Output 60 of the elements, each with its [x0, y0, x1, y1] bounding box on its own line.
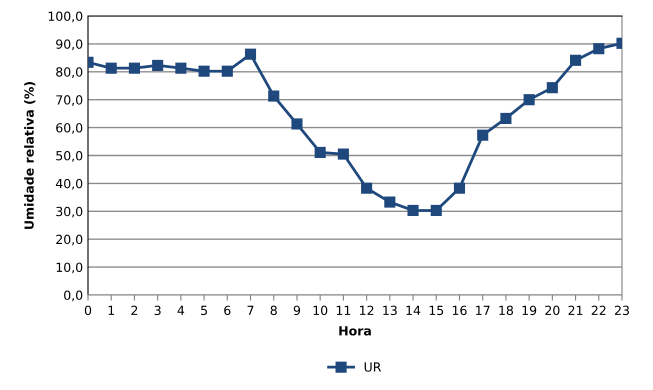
y-tick-label: 60,0: [56, 123, 82, 134]
point: [384, 196, 396, 208]
point: [407, 204, 419, 216]
x-tick-label: 5: [201, 306, 207, 316]
x-axis-title: Hora: [339, 326, 371, 336]
y-tick-label: 70,0: [56, 95, 82, 106]
x-tick-label: 19: [522, 306, 536, 316]
y-tick-label: 90,0: [56, 39, 82, 50]
y-tick-label: 10,0: [56, 262, 82, 274]
x-tick-label: 21: [568, 306, 582, 315]
point: [338, 148, 349, 160]
point: [291, 118, 303, 130]
y-tick-label: 30,0: [56, 206, 82, 218]
point: [477, 130, 488, 141]
x-tick-label: 14: [406, 306, 420, 315]
x-tick-label: 22: [592, 306, 606, 315]
x-tick-label: 12: [360, 306, 374, 315]
x-tick-label: 0: [84, 306, 92, 316]
x-tick-label: 16: [452, 306, 467, 316]
point: [106, 62, 117, 74]
y-tick-label: 80,0: [56, 67, 82, 78]
point: [570, 54, 582, 66]
legend-label: UR: [364, 362, 382, 372]
point: [593, 43, 604, 54]
point: [454, 182, 466, 194]
x-tick-label: 18: [499, 306, 514, 316]
point: [361, 182, 372, 194]
x-tick-label: 13: [383, 306, 397, 316]
point: [128, 62, 140, 74]
point: [430, 204, 442, 216]
x-tick-label: 15: [430, 306, 444, 316]
x-tick-label: 11: [336, 306, 350, 315]
x-tick-label: 2: [131, 306, 138, 315]
x-tick-label: 7: [248, 306, 254, 315]
y-tick-label: 100,0: [48, 11, 82, 22]
x-tick-label: 4: [178, 306, 184, 315]
x-tick-label: 17: [476, 306, 490, 315]
x-tick-label: 9: [294, 306, 300, 316]
y-tick-label: 40,0: [56, 178, 82, 190]
point: [268, 90, 280, 102]
point: [244, 48, 256, 60]
y-tick-label: 0,0: [64, 290, 82, 302]
x-tick-label: 1: [108, 306, 114, 315]
point: [546, 82, 558, 94]
point: [524, 94, 535, 106]
y-tick-label: 50,0: [56, 150, 82, 162]
point: [222, 66, 233, 77]
x-tick-label: 6: [224, 306, 230, 316]
point: [198, 66, 210, 77]
y-tick-label: 20,0: [56, 234, 82, 246]
point: [500, 112, 512, 124]
x-tick-label: 23: [614, 306, 629, 316]
x-tick-label: 20: [545, 306, 560, 316]
point: [314, 146, 326, 158]
x-tick-label: 3: [154, 306, 161, 316]
x-tick-label: 10: [314, 306, 328, 316]
y-axis-title: Umidade relativa (%): [24, 82, 36, 229]
point: [175, 62, 186, 74]
point: [152, 60, 164, 71]
x-tick-label: 8: [270, 306, 277, 316]
